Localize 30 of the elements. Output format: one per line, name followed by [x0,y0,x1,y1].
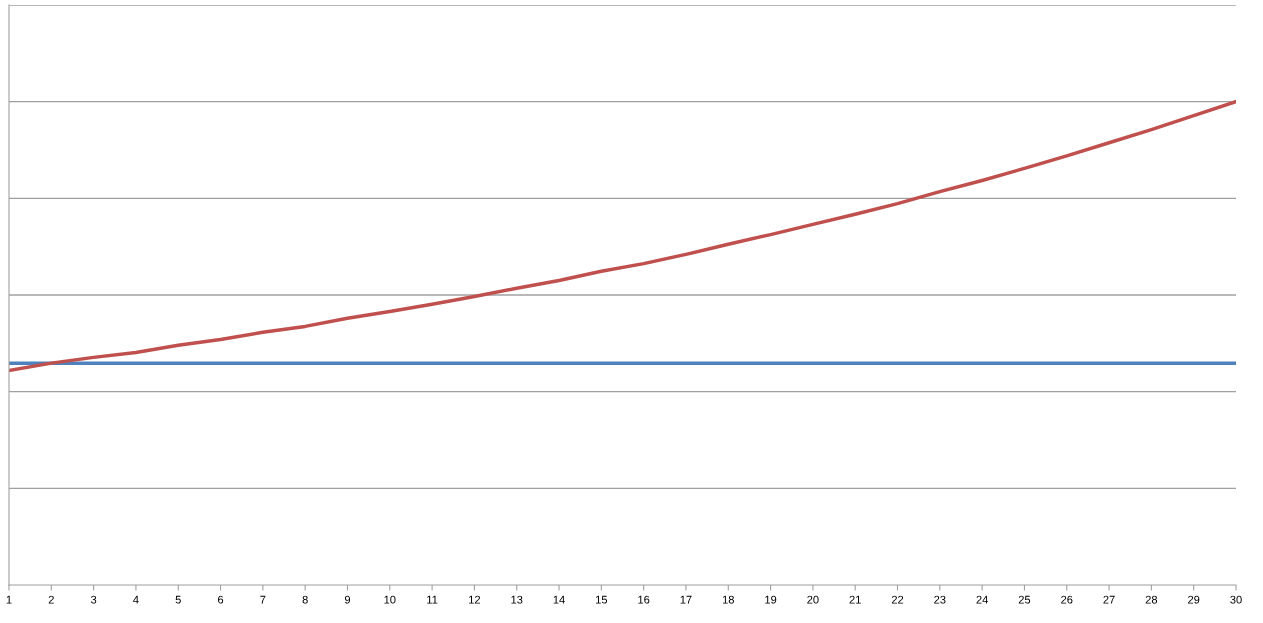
x-tick-label: 2 [48,595,54,604]
x-tick-label: 13 [511,595,523,604]
x-tick-label: 25 [1018,595,1031,604]
x-tick-label: 16 [638,595,650,604]
x-tick-label: 26 [1061,595,1073,604]
x-tick-label: 24 [976,595,988,604]
x-tick-label: 22 [891,595,904,604]
x-tick-label: 27 [1103,595,1115,604]
x-tick-label: 28 [1145,595,1158,604]
x-tick-label: 8 [302,595,308,604]
x-tick-label: 7 [260,595,266,604]
x-tick-label: 5 [175,595,181,604]
x-tick-label: 3 [90,595,97,604]
x-tick-label: 9 [344,595,351,604]
x-tick-label: 6 [218,595,224,604]
x-tick-label: 17 [680,595,692,604]
x-tick-label: 10 [384,595,396,604]
x-tick-label: 29 [1188,595,1200,604]
x-tick-label: 19 [765,595,777,604]
x-tick-label: 30 [1230,595,1242,604]
x-tick-label: 20 [807,595,819,604]
x-tick-label: 11 [427,595,438,604]
x-tick-label: 18 [722,595,734,604]
x-tick-label: 4 [133,595,139,604]
x-tick-label: 14 [553,595,565,604]
x-tick-label: 21 [849,595,861,604]
x-tick-label: 23 [934,595,946,604]
x-tick-label: 12 [469,595,481,604]
x-tick-label: 15 [596,595,608,604]
x-tick-label: 1 [6,595,12,604]
